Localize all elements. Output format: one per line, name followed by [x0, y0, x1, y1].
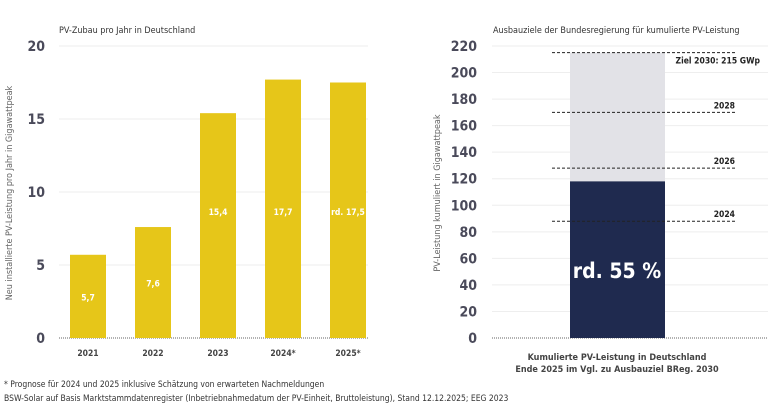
left-y-axis-label: Neu installierte PV-Leistung pro Jahr in…	[5, 85, 15, 300]
y-tick-label: 0	[36, 331, 45, 347]
target-label: 2024	[714, 210, 735, 220]
right-chart-title: Ausbauziele der Bundesregierung für kumu…	[493, 26, 740, 36]
y-tick-label: 120	[451, 172, 478, 188]
x-tick-label: 2022	[142, 349, 163, 359]
bar-2023	[200, 113, 236, 338]
x-tick-label: 2025*	[335, 349, 360, 359]
data-label: 15,4	[209, 208, 228, 218]
y-tick-label: 20	[459, 304, 477, 320]
y-tick-label: 200	[451, 66, 478, 82]
x-tick-label: 2024*	[270, 349, 295, 359]
data-label: 5,7	[81, 293, 95, 303]
left-chart-title: PV-Zubau pro Jahr in Deutschland	[59, 26, 195, 36]
data-label: rd. 17,5	[331, 208, 365, 218]
right-x-label-2: Ende 2025 im Vgl. zu Ausbauziel BReg. 20…	[515, 365, 719, 375]
y-tick-label: 20	[27, 39, 45, 55]
y-tick-label: 5	[36, 258, 45, 274]
bar-2022	[135, 227, 171, 338]
x-tick-label: 2023	[207, 349, 228, 359]
target-label: Ziel 2030: 215 GWp	[676, 57, 761, 67]
right-y-axis-label: PV-Leistung kumuliert in Gigawattpeak	[433, 114, 443, 271]
y-tick-label: 60	[459, 251, 477, 267]
y-tick-label: 15	[27, 112, 45, 128]
y-tick-label: 180	[451, 92, 478, 108]
actual-bar	[570, 181, 665, 338]
y-tick-label: 10	[27, 185, 45, 201]
y-tick-label: 160	[451, 119, 478, 135]
y-tick-label: 140	[451, 145, 478, 161]
target-label: 2026	[714, 157, 735, 167]
y-tick-label: 40	[459, 278, 477, 294]
bar-2025*	[330, 82, 366, 338]
y-tick-label: 80	[459, 225, 477, 241]
x-tick-label: 2021	[77, 349, 98, 359]
target-label: 2028	[714, 101, 735, 111]
right-x-label-1: Kumulierte PV-Leistung in Deutschland	[528, 353, 707, 363]
source-note: BSW-Solar auf Basis Marktstammdatenregis…	[4, 394, 509, 404]
data-label: 17,7	[274, 208, 293, 218]
data-label: 7,6	[146, 280, 160, 290]
bar-percent-label: rd. 55 %	[573, 259, 661, 283]
y-tick-label: 100	[451, 198, 478, 214]
y-tick-label: 0	[468, 331, 477, 347]
bar-2021	[70, 254, 106, 338]
footnote: * Prognose für 2024 und 2025 inklusive S…	[4, 380, 325, 390]
y-tick-label: 220	[451, 39, 478, 55]
bar-2024*	[265, 79, 301, 338]
